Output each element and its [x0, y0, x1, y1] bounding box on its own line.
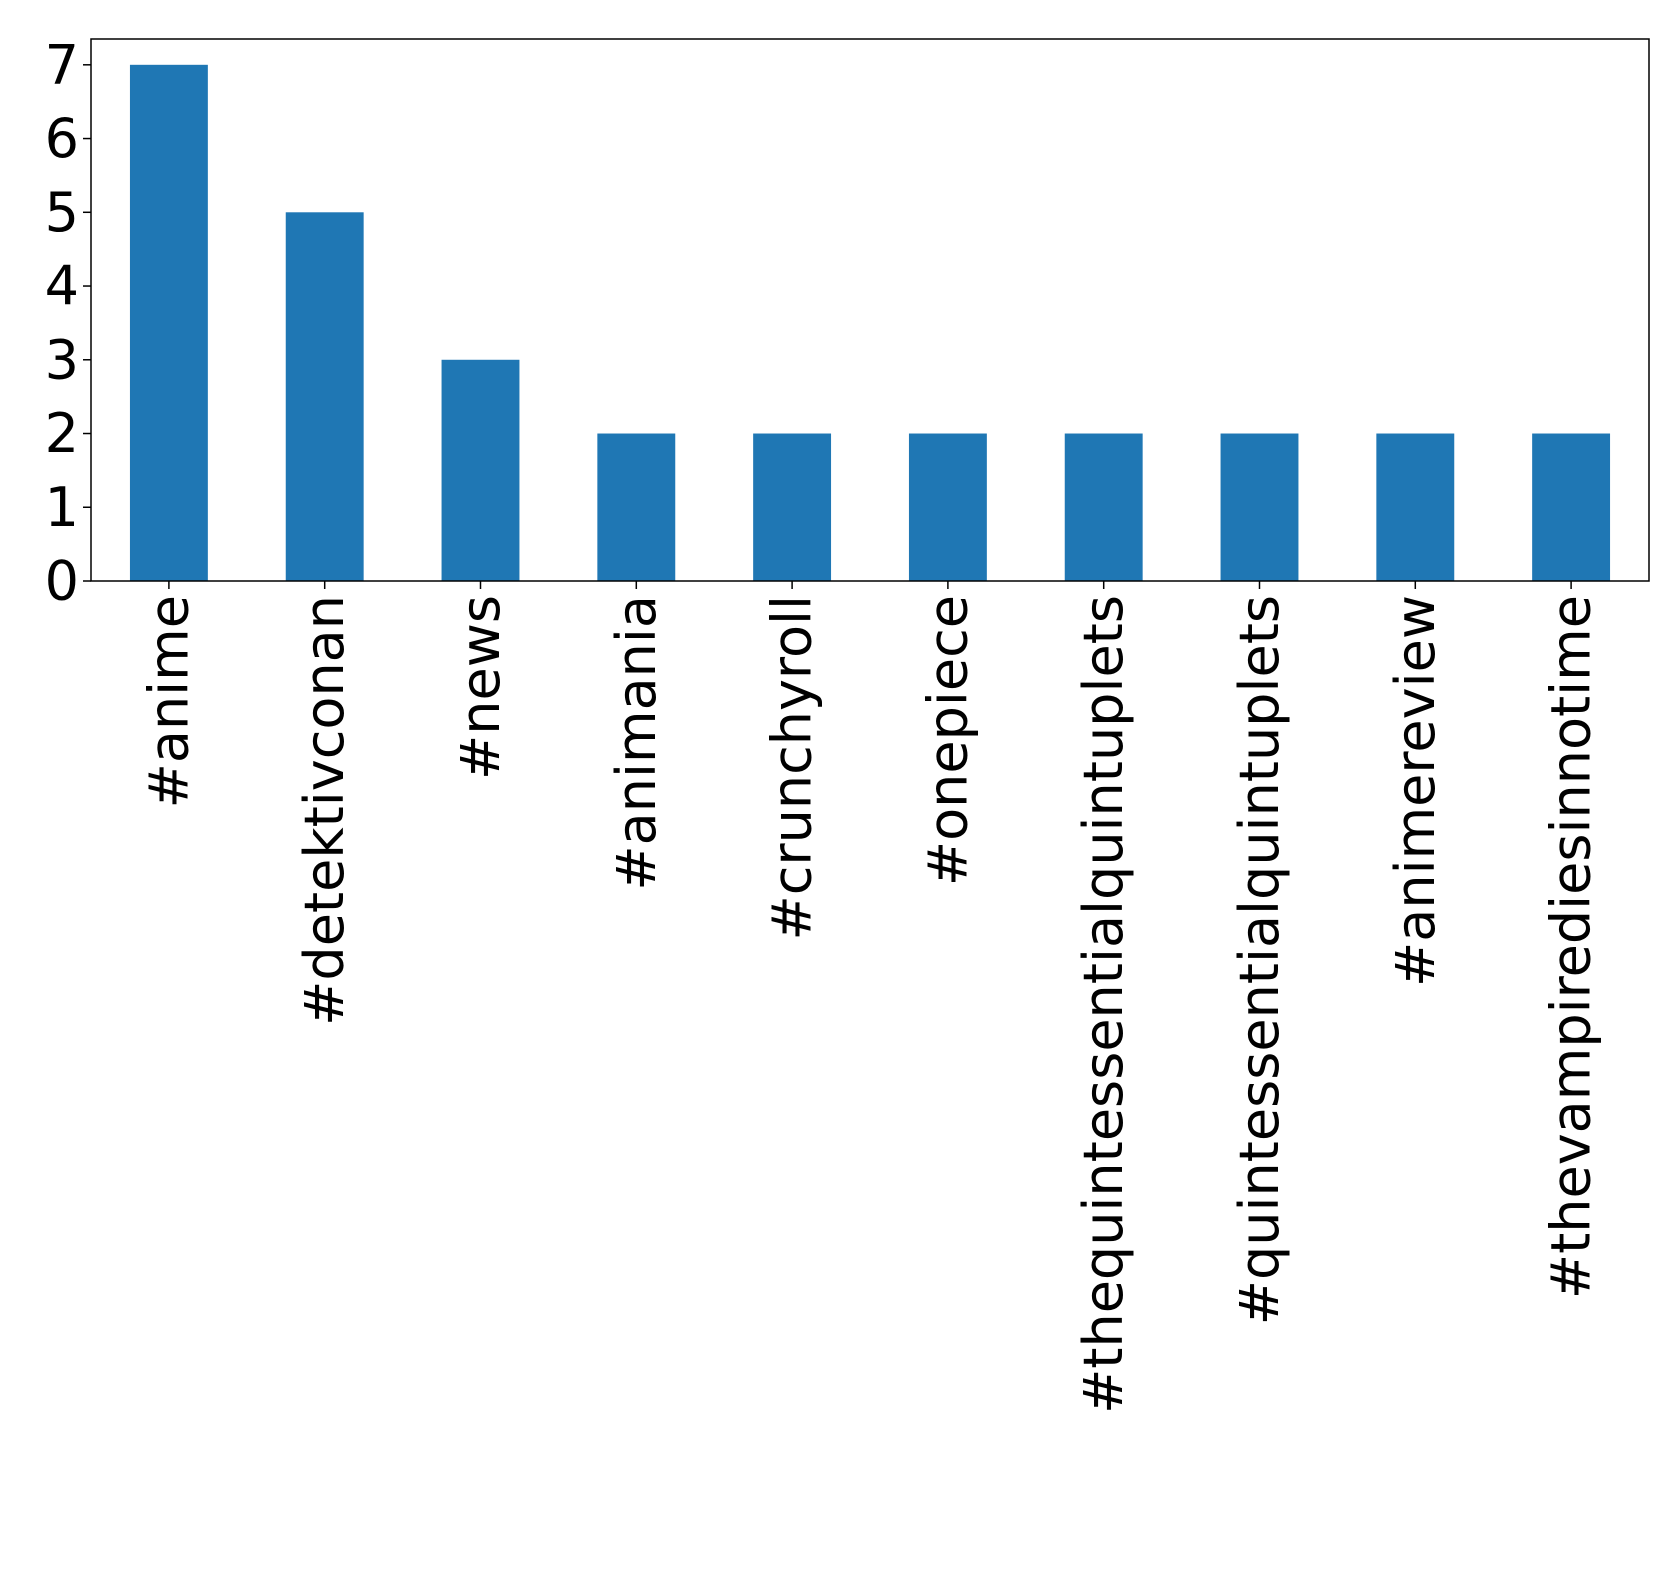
bar-animania: [597, 433, 676, 581]
bar-news: [441, 359, 520, 581]
x-tick-label: #onepiece: [916, 595, 979, 886]
bar-crunchyroll: [753, 433, 832, 581]
y-tick-label: 3: [45, 328, 79, 391]
y-tick-label: 4: [45, 255, 79, 318]
x-tick-label: #thevampirediesinnotime: [1540, 595, 1603, 1299]
bar-detektivconan: [285, 212, 364, 581]
bars-group: [129, 64, 1611, 582]
x-tick-label: #animania: [605, 595, 668, 891]
y-tick-label: 2: [45, 402, 79, 465]
y-tick-label: 5: [45, 181, 79, 244]
bar-thevampirediesinnotime: [1532, 433, 1611, 581]
x-tick-label: #news: [449, 595, 512, 780]
y-tick-label: 0: [45, 550, 79, 613]
bar-quintessentialquintuplets: [1220, 433, 1299, 581]
plot-area-frame: [90, 38, 1650, 582]
x-tick-label: #detektivconan: [293, 595, 356, 1026]
bar-anime: [129, 64, 208, 582]
x-tick-label: #quintessentialquintuplets: [1228, 595, 1291, 1325]
y-tick-label: 7: [45, 33, 79, 96]
bar-animereview: [1376, 433, 1455, 581]
y-axis: 0 1 2 3 4 5 6 7: [45, 33, 91, 613]
x-tick-label: #animereview: [1384, 595, 1447, 987]
bar-thequintessentialquintuplets: [1064, 433, 1143, 581]
x-tick-label: #thequintessentialquintuplets: [1072, 595, 1135, 1414]
x-axis: #anime #detektivconan #news #animania #crunc…: [137, 581, 1603, 1414]
bar-onepiece: [908, 433, 987, 581]
y-tick-label: 6: [45, 107, 79, 170]
y-tick-label: 1: [45, 476, 79, 539]
x-tick-label: #anime: [137, 595, 200, 808]
x-tick-label: #crunchyroll: [761, 595, 824, 941]
